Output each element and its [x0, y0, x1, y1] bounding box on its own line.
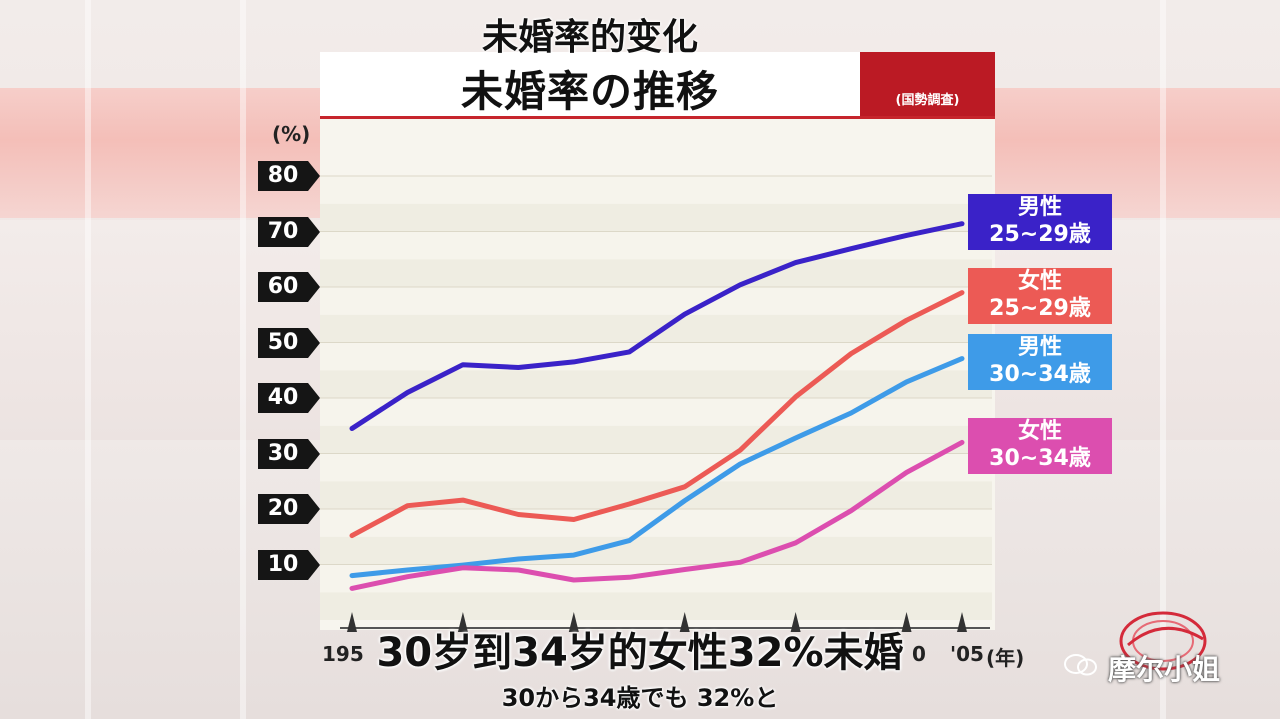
- x-tick-label-partial: 0: [912, 642, 926, 666]
- grid-band: [320, 176, 992, 204]
- grid-band: [320, 536, 992, 565]
- y-tick-label: 50: [258, 327, 320, 358]
- background-divider: [1160, 0, 1166, 719]
- source-label: (国勢調査): [895, 93, 960, 108]
- y-tick-value: 80: [267, 163, 299, 188]
- grid-band: [320, 259, 992, 287]
- y-axis-unit: (%): [272, 122, 311, 146]
- background-divider: [85, 0, 91, 719]
- legend-label-3: 女性 30~34歳: [968, 418, 1112, 474]
- chat-icon: [1064, 654, 1097, 676]
- legend-gender: 男性: [1017, 335, 1062, 360]
- series-line-0: [349, 221, 965, 431]
- y-tick-label: 80: [258, 161, 320, 191]
- grid-band: [320, 425, 992, 454]
- y-tick-label: 70: [258, 216, 320, 247]
- y-tick-value: 60: [267, 274, 299, 299]
- grid-band: [320, 370, 992, 398]
- legend-gender: 女性: [1017, 269, 1062, 294]
- legend-age-range: 25~29歳: [989, 222, 1091, 247]
- legend-label-1: 女性 25~29歳: [968, 268, 1112, 324]
- x-tick-label-last: '05: [950, 642, 984, 666]
- legend-gender: 女性: [1017, 419, 1062, 444]
- x-tick-label-first: 195: [322, 642, 364, 666]
- background-divider: [240, 0, 246, 719]
- y-tick-label: 40: [258, 383, 320, 413]
- series-line-1: [349, 290, 965, 539]
- x-tick-mark: [957, 612, 967, 632]
- x-tick-mark: [790, 612, 801, 632]
- grid-band: [320, 592, 992, 620]
- x-tick-mark: [901, 612, 912, 632]
- series-line-2: [349, 356, 965, 579]
- x-axis-unit: (年): [986, 646, 1025, 670]
- y-tick-label: 60: [258, 272, 320, 302]
- y-tick-label: 30: [258, 438, 320, 469]
- legend-label-0: 男性 25~29歳: [968, 194, 1112, 250]
- y-tick-value: 30: [267, 440, 299, 466]
- legend-age-range: 30~34歳: [989, 362, 1091, 387]
- legend-age-range: 30~34歳: [989, 446, 1091, 471]
- legend-gender: 男性: [1017, 195, 1062, 220]
- chinese-title: 未婚率的变化: [481, 17, 698, 58]
- grid-band: [320, 231, 992, 260]
- y-tick-label: 10: [258, 549, 320, 580]
- y-tick-value: 50: [267, 329, 299, 355]
- grid-band: [320, 342, 992, 371]
- y-tick-label: 20: [258, 494, 320, 524]
- caption-chinese: 30岁到34岁的女性32%未婚: [376, 630, 904, 676]
- x-tick-mark: [347, 612, 357, 632]
- watermark: 摩尔小姐: [1108, 653, 1221, 686]
- caption-japanese: 30から34歳でも 32%と: [501, 684, 779, 712]
- title-bar: [320, 52, 860, 119]
- grid-band: [320, 203, 992, 232]
- grid-band: [320, 287, 992, 315]
- grid-band: [320, 398, 992, 426]
- grid-band: [320, 453, 992, 482]
- source-tab: (国勢調査): [860, 52, 995, 119]
- x-tick-mark: [568, 612, 579, 632]
- y-tick-value: 70: [267, 218, 299, 244]
- chart-title: 未婚率の推移: [460, 67, 719, 116]
- y-tick-value: 10: [267, 551, 299, 577]
- y-tick-value: 40: [267, 385, 299, 410]
- x-tick-mark: [679, 612, 690, 632]
- program-logo-icon: [1119, 611, 1207, 671]
- legend-age-range: 25~29歳: [989, 296, 1091, 321]
- y-tick-value: 20: [267, 496, 299, 521]
- series-line-3: [349, 439, 965, 591]
- legend-label-2: 男性 30~34歳: [968, 334, 1112, 390]
- x-tick-mark: [457, 612, 468, 632]
